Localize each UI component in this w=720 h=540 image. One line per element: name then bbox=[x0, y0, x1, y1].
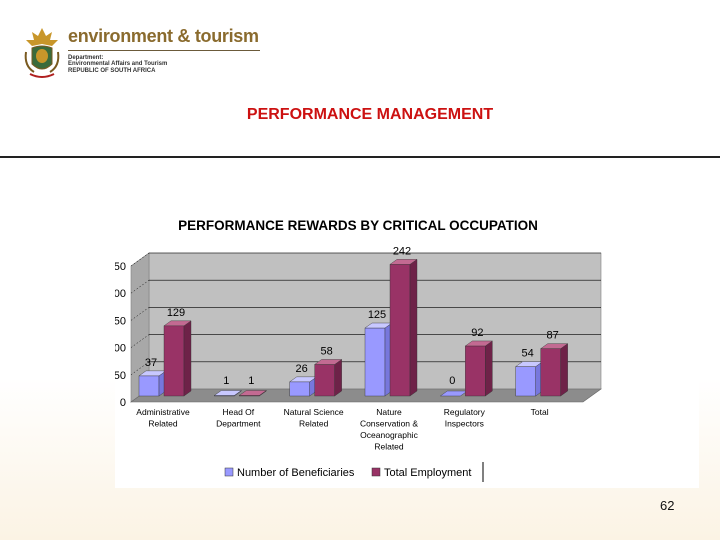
coat-of-arms-icon bbox=[22, 26, 62, 80]
y-tick-label: 150 bbox=[115, 315, 126, 327]
bar-top bbox=[238, 390, 267, 396]
chart-title: PERFORMANCE REWARDS BY CRITICAL OCCUPATI… bbox=[178, 218, 538, 233]
bar-top bbox=[464, 340, 493, 347]
data-label: 0 bbox=[449, 375, 455, 387]
bar-top bbox=[389, 259, 418, 265]
bar-side bbox=[334, 359, 342, 397]
bar bbox=[163, 325, 185, 397]
y-tick-label: 100 bbox=[115, 343, 126, 355]
gridline-depth bbox=[130, 334, 150, 348]
legend-swatch bbox=[371, 467, 381, 477]
brand-divider bbox=[68, 50, 260, 51]
bar bbox=[515, 366, 536, 397]
data-label: 1 bbox=[248, 375, 254, 387]
gridline-depth bbox=[130, 252, 150, 267]
dept-line: REPUBLIC OF SOUTH AFRICA bbox=[68, 67, 156, 74]
bar bbox=[465, 345, 486, 397]
dept-line: Environmental Affairs and Tourism bbox=[68, 61, 168, 68]
y-tick-label: 250 bbox=[115, 261, 126, 273]
x-tick-label: Natural Science bbox=[284, 407, 344, 417]
x-tick-label: Nature bbox=[376, 407, 402, 417]
bar bbox=[389, 264, 411, 397]
x-tick-label: Regulatory bbox=[444, 407, 486, 417]
legend-label: Total Employment bbox=[384, 467, 471, 479]
gridline-depth bbox=[130, 279, 150, 294]
y-tick-label: 200 bbox=[115, 288, 126, 300]
chart-panel: PERFORMANCE REWARDS BY CRITICAL OCCUPATI… bbox=[115, 204, 699, 488]
data-label: 26 bbox=[296, 363, 308, 375]
data-label: 54 bbox=[522, 348, 534, 360]
legend-swatch bbox=[224, 467, 234, 477]
page-title: PERFORMANCE MANAGEMENT bbox=[246, 106, 494, 123]
data-label: 242 bbox=[393, 245, 411, 257]
bar-side bbox=[485, 340, 493, 397]
bar bbox=[364, 327, 386, 397]
bar-top bbox=[213, 390, 242, 396]
y-tick-label: 50 bbox=[115, 370, 126, 382]
bar-side bbox=[560, 343, 568, 397]
data-label: 129 bbox=[167, 307, 185, 319]
data-label: 125 bbox=[368, 309, 386, 321]
y-tick-label: 0 bbox=[120, 397, 126, 409]
bar bbox=[289, 381, 310, 397]
title-divider bbox=[0, 156, 720, 158]
x-tick-label: Related bbox=[148, 419, 178, 429]
bar-side bbox=[183, 320, 192, 397]
department-lines: Department: Environmental Affairs and To… bbox=[68, 55, 167, 74]
data-label: 37 bbox=[145, 357, 157, 369]
x-tick-label: Head Of bbox=[223, 407, 255, 417]
bar bbox=[138, 375, 160, 397]
x-tick-label: Inspectors bbox=[445, 419, 484, 429]
slide-number: 62 bbox=[660, 498, 675, 513]
bar-top bbox=[163, 320, 192, 327]
dept-line: Department: bbox=[68, 55, 104, 61]
bar bbox=[314, 364, 335, 397]
x-tick-label: Total bbox=[531, 407, 549, 417]
x-tick-label: Oceanographic bbox=[360, 430, 418, 440]
data-label: 87 bbox=[547, 330, 559, 342]
data-label: 92 bbox=[471, 327, 483, 339]
bar-side bbox=[409, 258, 418, 397]
x-tick-label: Related bbox=[299, 419, 329, 429]
bar-top bbox=[540, 343, 569, 349]
x-tick-label: Related bbox=[374, 442, 404, 452]
brand-name: environment & tourism bbox=[68, 26, 259, 46]
bar bbox=[540, 348, 561, 397]
data-label: 1 bbox=[223, 375, 229, 387]
gridline-depth bbox=[130, 307, 150, 321]
bar-top bbox=[314, 359, 343, 365]
bar-chart: PERFORMANCE REWARDS BY CRITICAL OCCUPATI… bbox=[115, 218, 602, 482]
x-tick-label: Conservation & bbox=[360, 419, 418, 429]
gridline-depth bbox=[130, 361, 150, 376]
x-tick-label: Administrative bbox=[136, 407, 190, 417]
legend-label: Number of Beneficiaries bbox=[237, 467, 355, 479]
data-label: 58 bbox=[321, 345, 333, 357]
x-tick-label: Department bbox=[216, 419, 261, 429]
